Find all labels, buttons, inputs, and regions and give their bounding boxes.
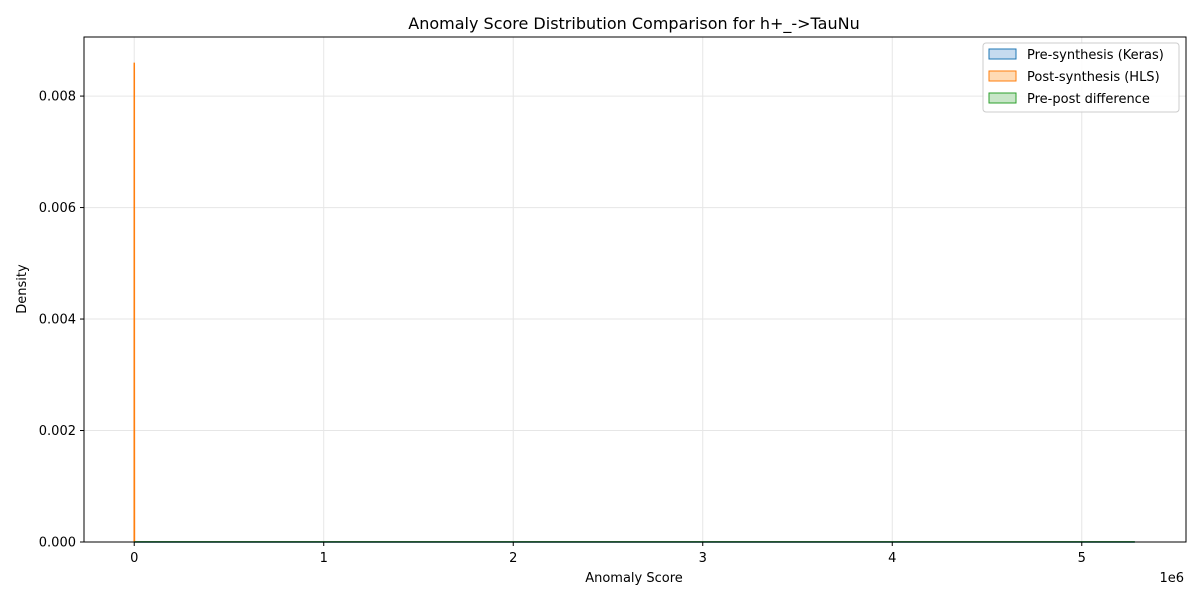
legend-item: Post-synthesis (HLS): [988, 70, 1160, 85]
y-tick-label: 0.002: [39, 424, 76, 439]
y-axis-label: Density: [15, 264, 30, 314]
x-tick-label: 3: [699, 551, 707, 566]
y-tick-label: 0.006: [39, 201, 76, 216]
legend-label: Pre-post difference: [1027, 92, 1150, 107]
legend-swatch: [988, 70, 1017, 82]
legend-swatch: [988, 48, 1017, 60]
legend-label: Post-synthesis (HLS): [1027, 70, 1160, 85]
x-tick-label: 0: [130, 551, 138, 566]
axis-ticks: 0 1 2 3 4 5 0.000 0.002 0.004 0.006 0.008: [39, 90, 1086, 566]
legend-item: Pre-synthesis (Keras): [988, 48, 1164, 63]
x-tick-label: 5: [1078, 551, 1086, 566]
y-tick-label: 0.008: [39, 90, 76, 105]
legend-label: Pre-synthesis (Keras): [1027, 48, 1164, 63]
x-tick-label: 4: [888, 551, 896, 566]
x-tick-label: 1: [320, 551, 328, 566]
legend-swatch: [988, 92, 1017, 104]
x-axis-offset-label: 1e6: [1159, 571, 1184, 586]
chart-title: Anomaly Score Distribution Comparison fo…: [408, 14, 859, 34]
legend-item: Pre-post difference: [988, 92, 1150, 107]
x-tick-label: 2: [509, 551, 517, 566]
plot-frame: [83, 36, 1187, 543]
y-tick-label: 0.004: [39, 313, 76, 328]
x-axis-label: Anomaly Score: [585, 571, 683, 586]
y-tick-label: 0.000: [39, 536, 76, 551]
legend-box: [982, 42, 1180, 113]
legend: Pre-synthesis (Keras) Post-synthesis (HLS…: [982, 42, 1180, 113]
